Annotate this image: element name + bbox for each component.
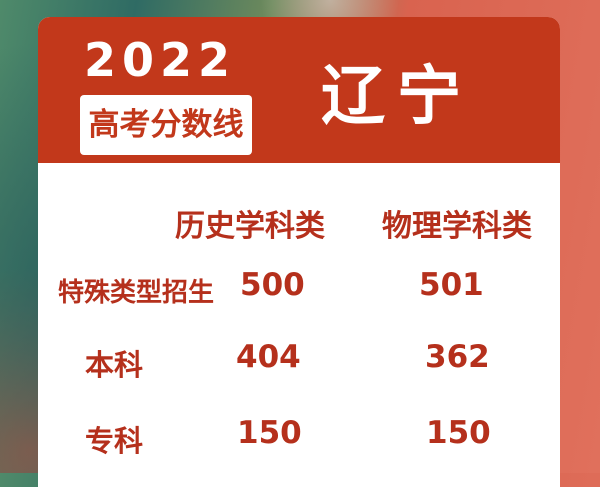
subtitle-badge: 高考分数线 (80, 95, 252, 155)
row-label-college: 专科 (85, 424, 144, 458)
row-label-undergrad: 本科 (85, 348, 144, 382)
cell-college-history: 150 (237, 415, 302, 451)
card-header: 2022 高考分数线 辽宁 (38, 17, 560, 163)
column-header-physics: 物理学科类 (382, 209, 532, 244)
column-header-history: 历史学科类 (175, 209, 325, 244)
cell-college-physics: 150 (426, 415, 491, 451)
year-title: 2022 (84, 33, 237, 87)
cell-undergrad-history: 404 (236, 339, 301, 375)
row-label-special: 特殊类型招生 (58, 278, 215, 308)
province-title: 辽宁 (321, 60, 473, 134)
cell-special-history: 500 (240, 267, 305, 303)
score-card: 2022 高考分数线 辽宁 历史学科类 物理学科类 特殊类型招生 500 501… (38, 17, 560, 487)
cell-undergrad-physics: 362 (425, 339, 490, 375)
cell-special-physics: 501 (419, 267, 484, 303)
